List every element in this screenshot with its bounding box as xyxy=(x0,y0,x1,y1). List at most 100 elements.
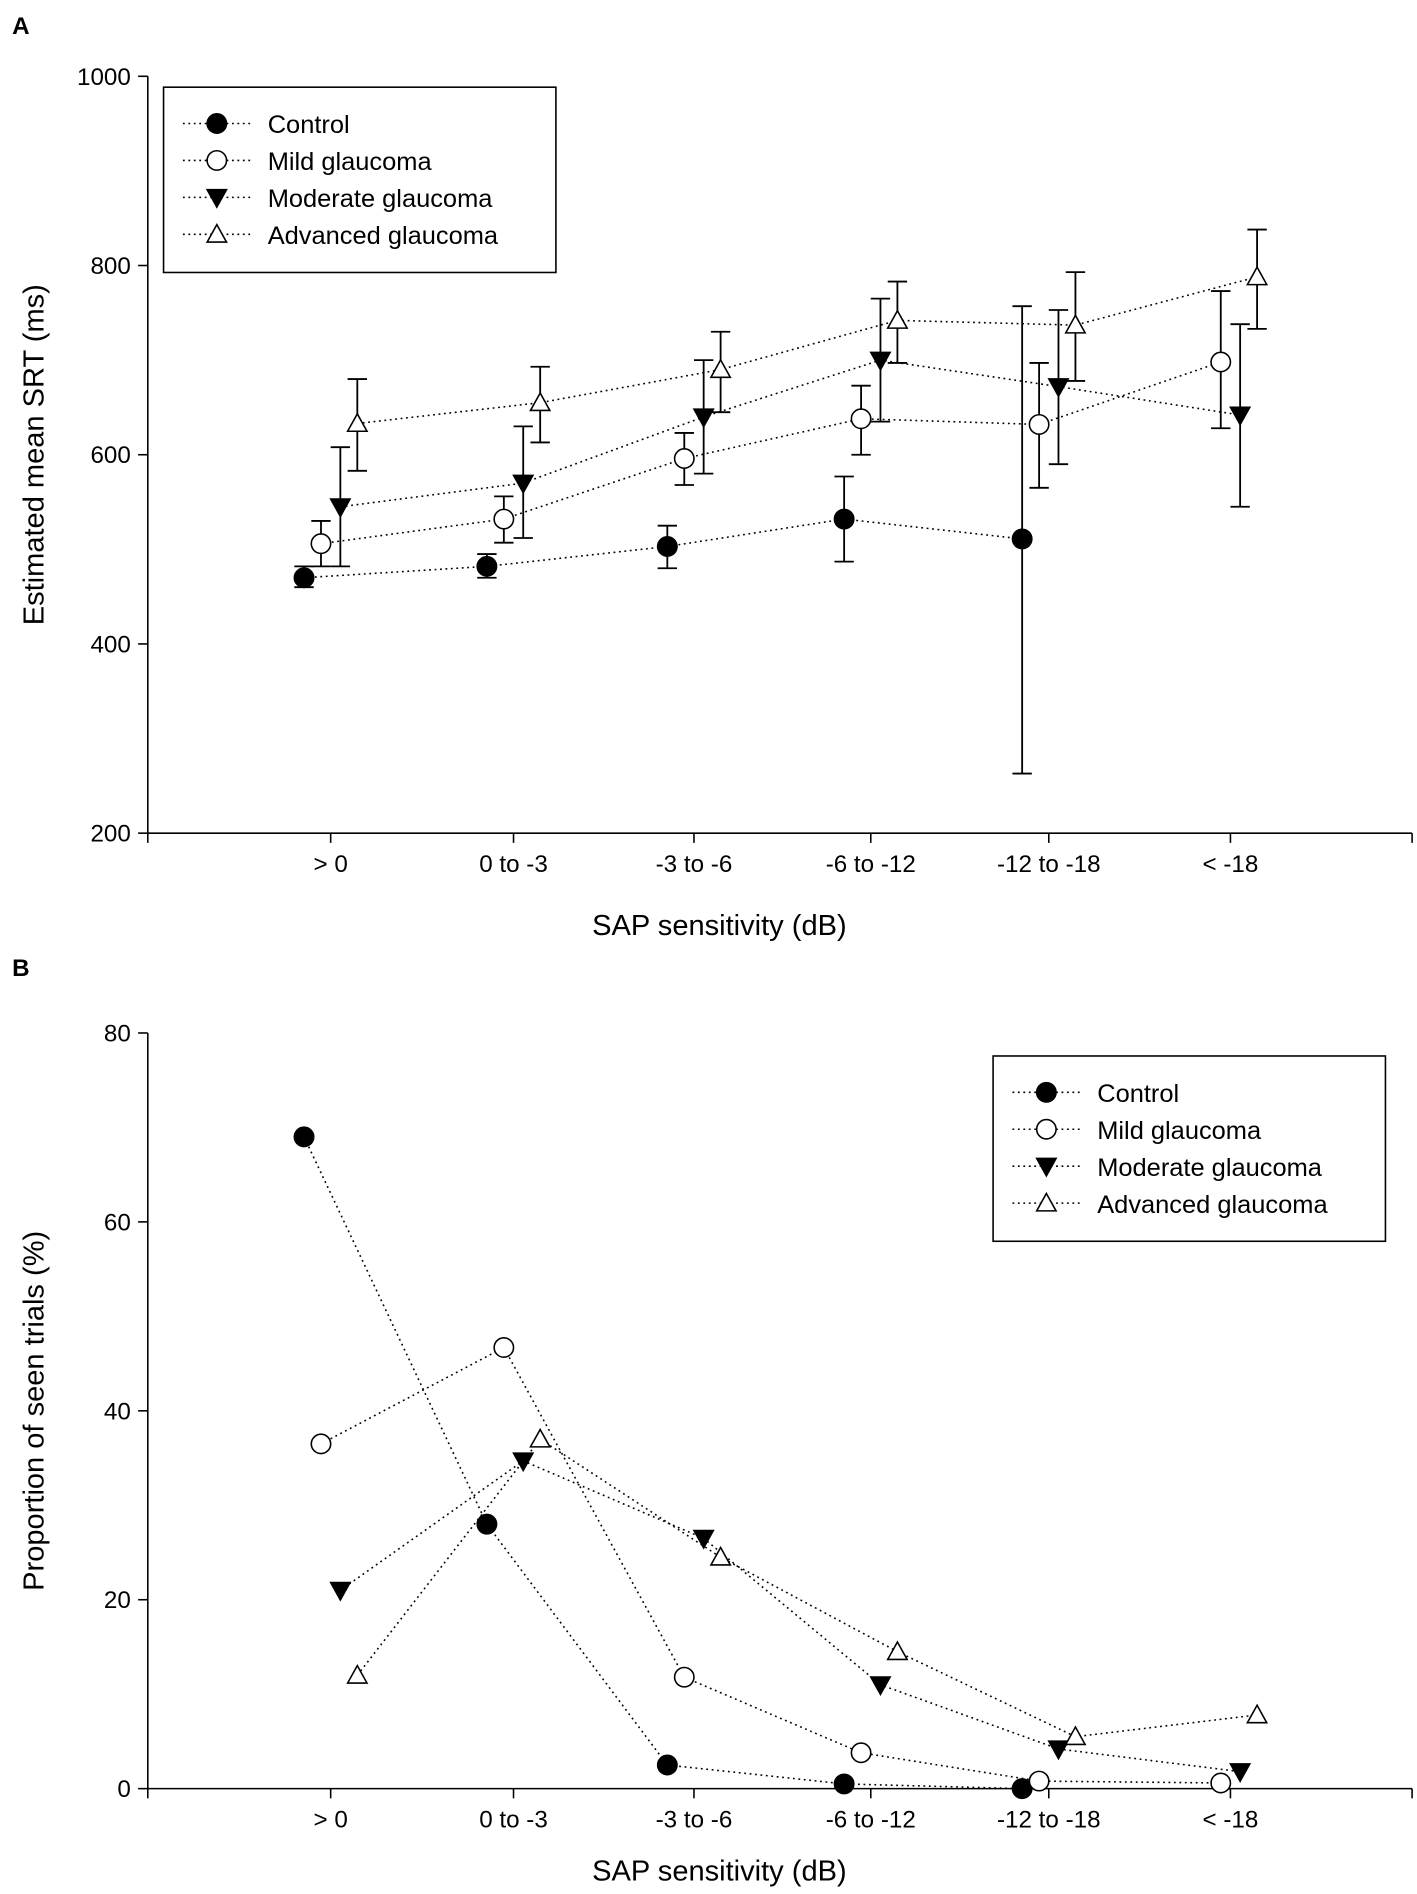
data-point xyxy=(692,408,715,429)
x-tick-label: < -18 xyxy=(1203,851,1259,878)
x-tick-label: -3 to -6 xyxy=(656,851,733,878)
y-axis-title: Estimated mean SRT (ms) xyxy=(19,284,51,625)
data-point xyxy=(529,391,552,412)
data-point xyxy=(493,1337,515,1359)
data-point xyxy=(833,508,855,530)
data-point xyxy=(1229,1763,1252,1783)
series-line xyxy=(356,1438,1258,1738)
data-point xyxy=(476,555,498,577)
series-line xyxy=(320,1346,1221,1784)
data-point xyxy=(293,1126,315,1148)
legend: Control Mild glaucoma Moderate glaucoma Adv… xyxy=(992,1055,1387,1243)
legend-marker xyxy=(1035,1118,1057,1140)
panel-label: B xyxy=(12,955,29,982)
data-point xyxy=(1064,1725,1087,1746)
data-point xyxy=(329,498,352,519)
data-point xyxy=(346,412,369,433)
legend-marker xyxy=(206,113,228,134)
series-control xyxy=(293,1126,1033,1800)
data-point xyxy=(869,1676,892,1697)
legend-marker xyxy=(206,149,228,171)
y-axis-title: Proportion of seen trials (%) xyxy=(19,1231,51,1591)
y-tick-label: 80 xyxy=(104,1020,131,1047)
series-moderate-glaucoma xyxy=(329,297,1252,568)
data-point xyxy=(1246,1703,1269,1724)
legend-label: Mild glaucoma xyxy=(268,148,433,176)
data-point xyxy=(656,536,678,557)
data-point xyxy=(476,1513,498,1535)
series-line xyxy=(340,359,1241,508)
data-point xyxy=(833,1773,855,1795)
data-point xyxy=(1011,528,1033,550)
series-control xyxy=(293,305,1033,775)
legend-marker xyxy=(205,188,228,209)
x-tick-label: -3 to -6 xyxy=(656,1806,733,1833)
y-tick-label: 200 xyxy=(90,821,130,848)
x-tick-label: > 0 xyxy=(314,1806,348,1833)
data-point xyxy=(512,474,535,495)
data-point xyxy=(673,1666,695,1688)
data-point xyxy=(310,1433,332,1455)
legend-box xyxy=(992,1055,1387,1243)
legend-label: Advanced glaucoma xyxy=(268,222,499,250)
legend-label: Control xyxy=(1097,1080,1179,1108)
series-advanced-glaucoma xyxy=(346,228,1269,472)
panel-a: A 200 400 600 800 1000 > 0 0 to -3 -3 to -6 -6 to… xyxy=(12,13,1413,942)
data-point xyxy=(346,1663,369,1684)
y-tick-label: 40 xyxy=(104,1398,131,1425)
data-point xyxy=(1064,313,1087,334)
data-point xyxy=(850,408,872,430)
data-point xyxy=(886,309,909,329)
panel-label: A xyxy=(12,13,29,40)
data-point xyxy=(692,1529,715,1550)
series-advanced-glaucoma xyxy=(346,1427,1269,1746)
data-point xyxy=(850,1742,872,1764)
legend-label: Mild glaucoma xyxy=(1097,1117,1262,1145)
y-tick-label: 60 xyxy=(104,1209,131,1236)
series-line xyxy=(339,1459,1241,1773)
data-point xyxy=(493,508,515,530)
series-line xyxy=(303,1136,1023,1790)
series-line xyxy=(320,361,1222,545)
series-moderate-glaucoma xyxy=(329,1452,1252,1783)
data-point xyxy=(1246,265,1269,286)
data-point xyxy=(1028,1770,1050,1792)
series-mild-glaucoma xyxy=(310,1337,1232,1794)
y-tick-label: 0 xyxy=(117,1776,130,1803)
data-point xyxy=(512,1452,535,1473)
data-point xyxy=(529,1427,552,1448)
data-point xyxy=(1210,1772,1232,1794)
legend-label: Control xyxy=(268,111,350,139)
legend-marker xyxy=(205,223,228,243)
data-point xyxy=(656,1754,678,1776)
legend-label: Advanced glaucoma xyxy=(1097,1191,1328,1219)
series-mild-glaucoma xyxy=(310,290,1232,568)
x-tick-label: < -18 xyxy=(1203,1806,1259,1833)
legend-label: Moderate glaucoma xyxy=(1097,1154,1323,1182)
legend-box xyxy=(162,86,557,274)
x-tick-label: -6 to -12 xyxy=(826,851,916,878)
data-point xyxy=(869,351,892,372)
y-tick-label: 400 xyxy=(90,631,130,658)
data-point xyxy=(673,448,695,469)
data-point xyxy=(1210,351,1232,373)
x-tick-label: -12 to -18 xyxy=(997,1806,1101,1833)
y-tick-label: 1000 xyxy=(77,64,131,91)
legend: Control Mild glaucoma Moderate glaucoma Adv… xyxy=(162,86,557,274)
y-tick-label: 20 xyxy=(104,1587,131,1614)
x-tick-label: 0 to -3 xyxy=(479,1806,548,1833)
legend-label: Moderate glaucoma xyxy=(268,185,494,213)
data-point xyxy=(1028,413,1050,435)
x-tick-label: > 0 xyxy=(314,851,348,878)
legend-marker xyxy=(1035,1191,1058,1212)
x-axis-title: SAP sensitivity (dB) xyxy=(592,910,847,942)
legend-marker xyxy=(1035,1081,1057,1103)
series-line xyxy=(357,276,1258,425)
data-point xyxy=(293,567,315,589)
x-tick-label: -6 to -12 xyxy=(826,1806,916,1833)
data-point xyxy=(886,1640,909,1661)
data-point xyxy=(709,358,732,379)
x-axis-title: SAP sensitivity (dB) xyxy=(592,1856,847,1888)
data-point xyxy=(1047,378,1070,398)
